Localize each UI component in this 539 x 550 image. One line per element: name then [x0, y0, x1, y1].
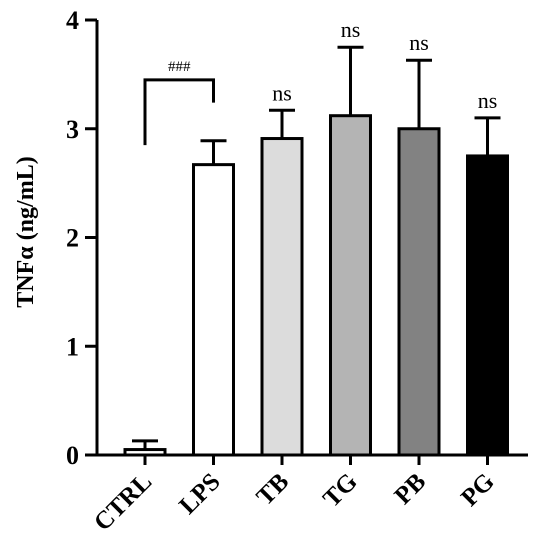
- bar: [192, 163, 235, 457]
- x-tick-label: TG: [318, 468, 363, 513]
- bars: [123, 114, 509, 457]
- bar: [260, 137, 304, 457]
- error-bars: [132, 45, 501, 450]
- significance-label: ns: [478, 88, 498, 113]
- x-tick-label: PB: [390, 468, 432, 510]
- annotations: ns ns ns ns ###: [143, 17, 498, 146]
- bar: [123, 448, 167, 457]
- x-tick-label: TB: [252, 468, 295, 511]
- y-axis-label: TNFα (ng/mL): [13, 156, 39, 307]
- bar: [397, 127, 441, 457]
- x-tick-label: LPS: [174, 468, 226, 520]
- x-tick-label: CTRL: [89, 468, 157, 536]
- y-tick-label: 1: [66, 332, 79, 361]
- significance-label: ns: [341, 17, 361, 42]
- significance-label: ns: [409, 30, 429, 55]
- y-tick-label: 4: [66, 6, 79, 35]
- y-tick-label: 0: [66, 441, 79, 470]
- x-tick-label: PG: [456, 468, 500, 512]
- bar: [466, 154, 509, 457]
- y-tick-label: 2: [66, 224, 79, 253]
- comparison-label: ###: [168, 59, 191, 75]
- significance-label: ns: [272, 80, 292, 105]
- bar: [329, 114, 372, 457]
- y-tick-label: 3: [66, 115, 79, 144]
- comparison-bracket: [143, 78, 215, 146]
